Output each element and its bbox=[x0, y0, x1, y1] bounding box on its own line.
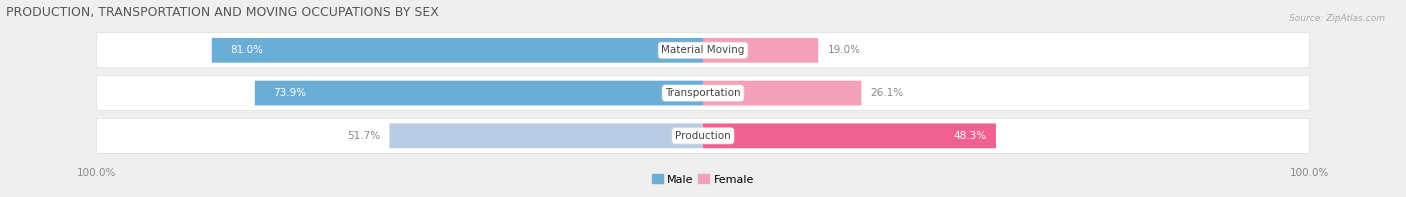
Text: Material Moving: Material Moving bbox=[661, 45, 745, 55]
FancyBboxPatch shape bbox=[97, 118, 1309, 153]
Text: PRODUCTION, TRANSPORTATION AND MOVING OCCUPATIONS BY SEX: PRODUCTION, TRANSPORTATION AND MOVING OC… bbox=[6, 6, 439, 19]
FancyBboxPatch shape bbox=[97, 33, 1309, 68]
FancyBboxPatch shape bbox=[97, 75, 1309, 111]
Text: 73.9%: 73.9% bbox=[273, 88, 307, 98]
Text: 19.0%: 19.0% bbox=[827, 45, 860, 55]
Text: 26.1%: 26.1% bbox=[870, 88, 904, 98]
FancyBboxPatch shape bbox=[703, 81, 862, 105]
Text: Transportation: Transportation bbox=[665, 88, 741, 98]
FancyBboxPatch shape bbox=[703, 38, 818, 63]
Text: Production: Production bbox=[675, 131, 731, 141]
Text: 81.0%: 81.0% bbox=[231, 45, 263, 55]
Legend: Male, Female: Male, Female bbox=[647, 170, 759, 189]
Text: 51.7%: 51.7% bbox=[347, 131, 381, 141]
FancyBboxPatch shape bbox=[212, 38, 703, 63]
FancyBboxPatch shape bbox=[254, 81, 703, 105]
Text: Source: ZipAtlas.com: Source: ZipAtlas.com bbox=[1289, 14, 1385, 23]
Text: 48.3%: 48.3% bbox=[953, 131, 987, 141]
FancyBboxPatch shape bbox=[703, 124, 995, 148]
FancyBboxPatch shape bbox=[389, 124, 703, 148]
